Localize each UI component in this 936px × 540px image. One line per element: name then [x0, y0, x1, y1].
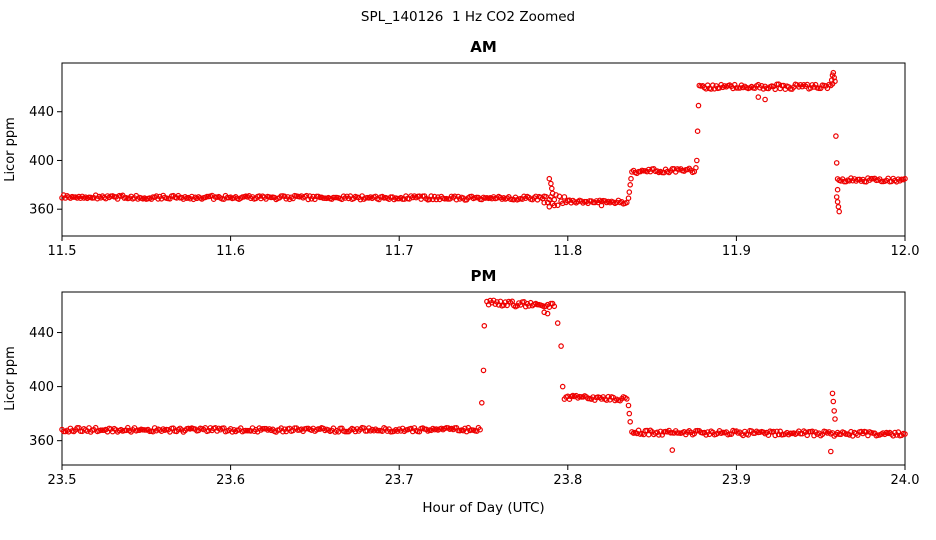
y-axis-label: Licor ppm	[3, 117, 18, 182]
svg-text:23.7: 23.7	[385, 473, 414, 488]
svg-text:400: 400	[29, 380, 54, 395]
svg-text:23.5: 23.5	[48, 473, 77, 488]
data-points	[59, 69, 908, 215]
am-scatter-plot: 11.5 11.6 11.7 11.8 11.9 12.0 360 400 440 Licor p…	[3, 62, 920, 259]
am-panel-title: AM	[470, 38, 497, 56]
svg-text:23.9: 23.9	[722, 473, 751, 488]
svg-text:400: 400	[29, 154, 54, 169]
figure-main-title: SPL_140126 1 Hz CO2 Zoomed	[360, 9, 576, 25]
data-points	[59, 297, 908, 455]
pm-panel-title: PM	[470, 267, 497, 285]
figure-page: SPL_140126 1 Hz CO2 Zoomed AM 11.5 11.6 11…	[0, 9, 936, 516]
pm-panel: PM 23.5 23.6 23.7 23.8 23.9 24.0 360 400 440 Lico…	[0, 263, 936, 492]
svg-text:24.0: 24.0	[891, 473, 920, 488]
svg-text:11.9: 11.9	[722, 244, 751, 259]
svg-text:440: 440	[29, 326, 54, 341]
axes: 23.5 23.6 23.7 23.8 23.9 24.0 360 400 440 Licor p…	[3, 291, 920, 488]
svg-text:23.6: 23.6	[216, 473, 245, 488]
svg-text:360: 360	[29, 203, 54, 218]
svg-text:360: 360	[29, 434, 54, 449]
svg-text:440: 440	[29, 105, 54, 120]
x-axis-label: Hour of Day (UTC)	[422, 500, 545, 516]
svg-text:11.7: 11.7	[385, 244, 414, 259]
axes: 11.5 11.6 11.7 11.8 11.9 12.0 360 400 440 Licor p…	[3, 62, 920, 259]
svg-text:11.5: 11.5	[48, 244, 77, 259]
svg-text:23.8: 23.8	[553, 473, 582, 488]
svg-text:11.8: 11.8	[553, 244, 582, 259]
am-panel: AM 11.5 11.6 11.7 11.8 11.9 12.0 360 400 440 Lico…	[0, 34, 936, 263]
pm-scatter-plot: 23.5 23.6 23.7 23.8 23.9 24.0 360 400 440 Licor p…	[3, 291, 920, 488]
y-axis-label: Licor ppm	[3, 346, 18, 411]
svg-text:11.6: 11.6	[216, 244, 245, 259]
svg-text:12.0: 12.0	[891, 244, 920, 259]
